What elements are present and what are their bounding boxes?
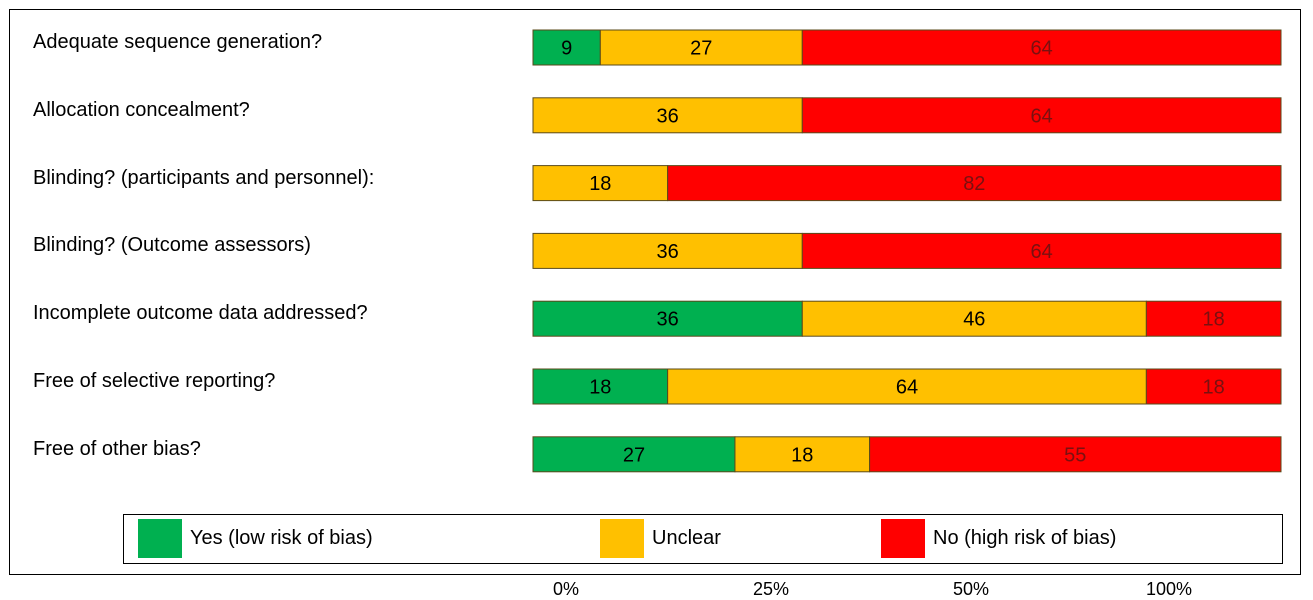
bar-value-label: 64 xyxy=(896,377,918,399)
category-label: Allocation concealment? xyxy=(33,98,250,121)
bar-segment xyxy=(1145,368,1282,405)
chart-frame xyxy=(9,9,1301,575)
category-label: Free of selective reporting? xyxy=(33,370,276,392)
bar-value-label: 18 xyxy=(589,377,611,399)
bar-segment xyxy=(801,300,1147,337)
category-label: Incomplete outcome data addressed? xyxy=(33,302,368,325)
bar-segment xyxy=(801,97,1282,134)
bar-segment xyxy=(869,436,1282,473)
bar-segment xyxy=(734,436,871,473)
x-tick-label: 100% xyxy=(1145,579,1193,599)
legend-swatch-yes xyxy=(138,519,182,558)
bar-segment xyxy=(532,368,669,405)
bar-value-label: 64 xyxy=(1031,38,1053,60)
legend-item-no: No (high risk of bias) xyxy=(881,515,1116,562)
bar-value-label: 36 xyxy=(657,105,679,127)
bar-segment xyxy=(599,29,803,66)
bar-value-label: 64 xyxy=(1031,105,1053,127)
bar-value-label: 18 xyxy=(589,173,611,195)
bar-value-label: 46 xyxy=(963,309,985,331)
category-label: Free of other bias? xyxy=(33,437,201,460)
bar-value-label: 27 xyxy=(623,444,645,466)
legend-swatch-no xyxy=(881,519,925,558)
x-tick-label: 0% xyxy=(552,579,580,599)
bar-segment xyxy=(532,97,803,134)
bar-value-label: 64 xyxy=(1031,241,1053,263)
bar-value-label: 9 xyxy=(561,38,572,60)
legend-label-unclear: Unclear xyxy=(652,527,721,549)
bar-value-label: 18 xyxy=(1203,377,1225,399)
bar-segment xyxy=(532,436,736,473)
legend: Yes (low risk of bias) Unclear No (high … xyxy=(123,514,1283,564)
bar-segment xyxy=(1145,300,1282,337)
legend-item-yes: Yes (low risk of bias) xyxy=(138,515,373,562)
x-tick-label: 50% xyxy=(952,579,990,599)
bar-value-label: 18 xyxy=(791,444,813,466)
bar-segment xyxy=(801,232,1282,269)
bar-segment xyxy=(801,29,1282,66)
bar-segment xyxy=(532,300,803,337)
legend-swatch-unclear xyxy=(600,519,644,558)
bar-value-label: 36 xyxy=(657,241,679,263)
bar-value-label: 27 xyxy=(690,38,712,60)
legend-label-no: No (high risk of bias) xyxy=(933,527,1117,549)
bar-value-label: 82 xyxy=(963,173,985,195)
x-tick-label: 25% xyxy=(752,579,790,599)
category-label: Adequate sequence generation? xyxy=(33,31,323,53)
bar-segment xyxy=(667,368,1147,405)
bar-value-label: 55 xyxy=(1064,444,1086,466)
bar-value-label: 36 xyxy=(657,309,679,331)
category-label: Blinding? (participants and personnel): xyxy=(33,166,375,189)
legend-item-unclear: Unclear xyxy=(600,515,721,562)
bar-segment xyxy=(667,165,1282,202)
bar-value-label: 18 xyxy=(1203,309,1225,331)
legend-label-yes: Yes (low risk of bias) xyxy=(190,527,373,549)
category-label: Blinding? (Outcome assessors) xyxy=(33,234,311,257)
bar-segment xyxy=(532,165,669,202)
